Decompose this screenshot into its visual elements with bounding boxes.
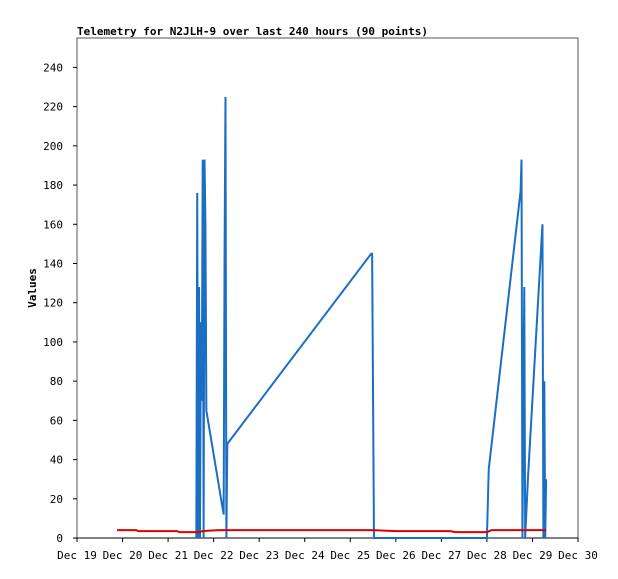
y-tick-label: 140 (43, 257, 63, 270)
chart-title: Telemetry for N2JLH-9 over last 240 hour… (77, 25, 428, 38)
x-tick-label: Dec 28 (467, 549, 507, 562)
y-tick-label: 200 (43, 140, 63, 153)
y-tick-label: 180 (43, 179, 63, 192)
series-line (195, 96, 548, 539)
y-axis-label: Values (26, 268, 39, 308)
x-tick-label: Dec 26 (376, 549, 416, 562)
y-tick-label: 0 (56, 532, 63, 545)
x-tick-label: Dec 19 (57, 549, 97, 562)
y-tick-label: 80 (50, 375, 63, 388)
y-tick-label: 240 (43, 61, 63, 74)
x-tick-label: Dec 20 (103, 549, 143, 562)
x-tick-label: Dec 25 (330, 549, 370, 562)
y-tick-label: 100 (43, 336, 63, 349)
y-tick-label: 40 (50, 454, 63, 467)
x-tick-label: Dec 29 (513, 549, 553, 562)
x-tick-label: Dec 27 (421, 549, 461, 562)
x-tick-label: Dec 30 (558, 549, 598, 562)
x-tick-label: Dec 24 (285, 549, 325, 562)
y-tick-label: 20 (50, 493, 63, 506)
x-tick-label: Dec 21 (148, 549, 188, 562)
y-tick-label: 120 (43, 297, 63, 310)
x-tick-label: Dec 22 (194, 549, 234, 562)
y-tick-label: 220 (43, 101, 63, 114)
y-tick-label: 60 (50, 414, 63, 427)
x-tick-label: Dec 23 (239, 549, 279, 562)
series-line (117, 529, 547, 534)
y-tick-label: 160 (43, 218, 63, 231)
